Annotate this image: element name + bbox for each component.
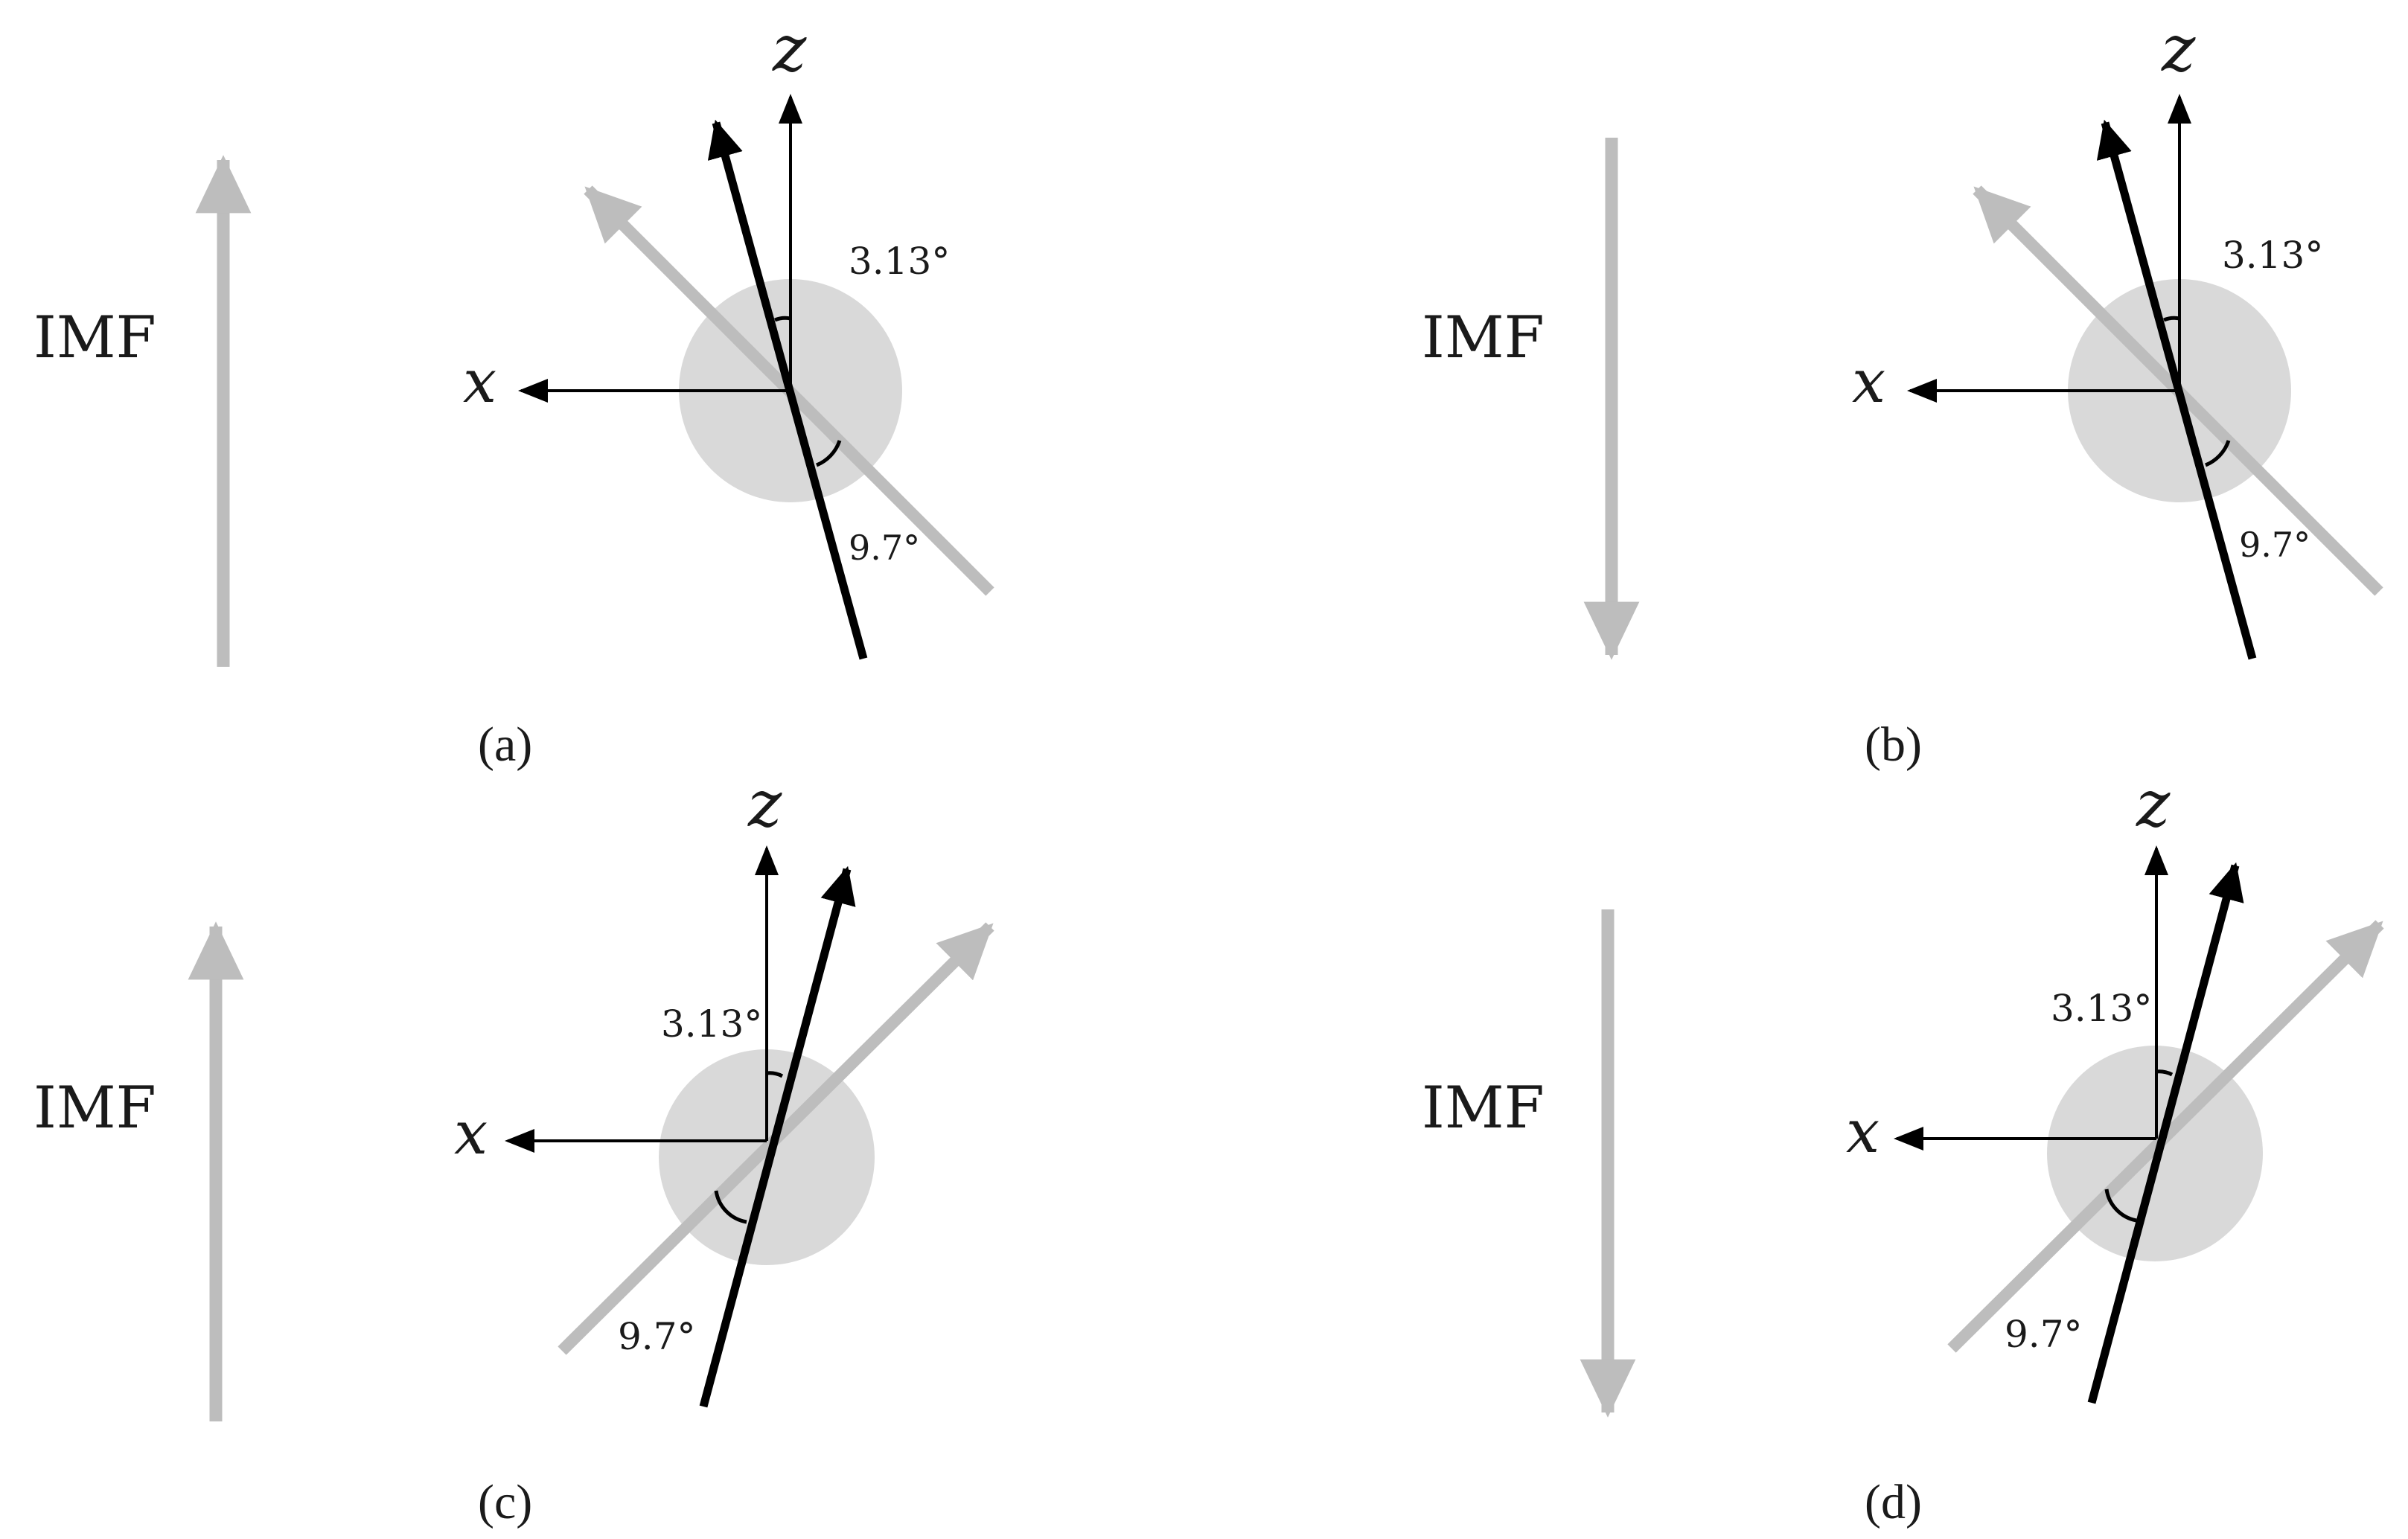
panel-caption: (a) xyxy=(478,717,532,772)
angle-large-label: 9.7° xyxy=(618,1315,696,1358)
angle-small-label: 3.13° xyxy=(2051,987,2152,1030)
large-angle-arc xyxy=(815,440,842,467)
dark-axis-arrow xyxy=(2087,862,2244,1404)
small-angle-arc xyxy=(774,316,791,322)
imf-label: IMF xyxy=(1422,304,1545,371)
panel-c: IMF z x 3.13° 9.7° (c) xyxy=(33,767,994,1529)
angle-small-label: 3.13° xyxy=(2222,234,2323,277)
small-angle-arc xyxy=(2156,1069,2174,1077)
angle-small-label: 3.13° xyxy=(661,1002,762,1046)
large-angle-arc xyxy=(2204,440,2231,467)
x-axis-label: x xyxy=(463,347,496,416)
panel-d: IMF z x 3.13° 9.7° (d) xyxy=(1422,767,2384,1529)
panel-a: IMF z x 3.13° 9.7° (a) xyxy=(33,12,994,772)
angle-small-label: 3.13° xyxy=(849,240,950,283)
panel-caption: (c) xyxy=(478,1475,532,1529)
angle-large-label: 9.7° xyxy=(2239,525,2310,565)
z-axis-label: z xyxy=(747,767,782,842)
small-angle-arc xyxy=(766,1071,784,1078)
imf-label: IMF xyxy=(1422,1075,1545,1142)
imf-label: IMF xyxy=(33,1075,156,1142)
imf-label: IMF xyxy=(33,304,156,371)
panel-caption: (d) xyxy=(1865,1475,1922,1529)
z-axis-label: z xyxy=(772,12,807,86)
panel-caption: (b) xyxy=(1865,717,1922,772)
dark-axis-arrow xyxy=(699,866,856,1408)
x-axis-label: x xyxy=(454,1098,488,1168)
panel-b: IMF z x 3.13° 9.7° (b) xyxy=(1422,12,2383,772)
z-axis-label: z xyxy=(2161,12,2196,86)
large-angle-arc xyxy=(714,1190,747,1224)
z-axis-label: z xyxy=(2136,767,2171,842)
x-axis-label: x xyxy=(1852,347,1885,416)
small-angle-arc xyxy=(2163,316,2180,322)
large-angle-arc xyxy=(2104,1188,2137,1223)
angle-large-label: 9.7° xyxy=(849,528,920,568)
angle-large-label: 9.7° xyxy=(2005,1313,2083,1356)
x-axis-label: x xyxy=(1846,1097,1880,1166)
